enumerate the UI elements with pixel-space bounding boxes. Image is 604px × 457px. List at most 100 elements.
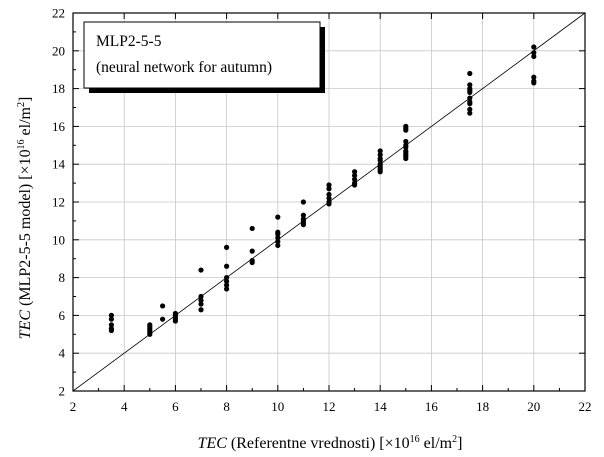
data-point bbox=[467, 110, 473, 116]
data-point bbox=[326, 182, 332, 188]
data-point bbox=[249, 259, 255, 266]
data-point bbox=[198, 301, 204, 307]
legend-title: MLP2-5-5 bbox=[96, 33, 162, 50]
y-tick-label: 18 bbox=[52, 81, 65, 96]
y-axis-title-italic: TEC bbox=[17, 310, 34, 340]
x-tick-label: 8 bbox=[223, 399, 230, 414]
y-axis-title-text2: el/m bbox=[17, 106, 34, 139]
y-tick-label: 14 bbox=[52, 157, 66, 172]
legend-box bbox=[83, 21, 321, 89]
y-tick-label: 8 bbox=[59, 270, 66, 285]
data-point bbox=[300, 199, 306, 205]
y-tick-label: 12 bbox=[52, 195, 65, 210]
y-axis-title-sup2: 2 bbox=[16, 102, 27, 107]
x-tick-label: 14 bbox=[374, 399, 388, 414]
data-point bbox=[326, 195, 332, 201]
data-point bbox=[531, 80, 537, 86]
data-point bbox=[352, 176, 358, 182]
data-point bbox=[377, 157, 383, 164]
data-point bbox=[224, 286, 230, 292]
data-point bbox=[377, 169, 383, 175]
data-point bbox=[108, 312, 114, 318]
y-tick-label: 20 bbox=[52, 43, 65, 58]
y-tick-label: 2 bbox=[59, 384, 66, 399]
x-axis-title-text: (Referentne vrednosti) [×10 bbox=[227, 435, 410, 452]
data-point bbox=[300, 222, 306, 228]
data-point bbox=[198, 307, 204, 313]
data-point bbox=[531, 53, 537, 60]
x-tick-labels: 2 4 6 8 10 12 14 16 18 20 22 bbox=[70, 399, 592, 414]
legend-subtitle: (neural network for autumn) bbox=[96, 59, 272, 76]
data-point bbox=[403, 144, 409, 150]
y-tick-label: 6 bbox=[59, 308, 66, 323]
x-axis-title-text3: ] bbox=[457, 435, 462, 452]
x-tick-label: 20 bbox=[527, 399, 540, 414]
data-point bbox=[403, 138, 409, 145]
y-tick-label: 22 bbox=[52, 6, 65, 21]
y-axis-title-text: (MLP2-5-5 model) [×10 bbox=[17, 149, 34, 310]
data-point bbox=[467, 82, 473, 88]
data-point bbox=[531, 44, 537, 50]
data-point bbox=[249, 248, 255, 254]
data-point bbox=[224, 244, 230, 250]
data-point bbox=[300, 212, 306, 218]
data-point bbox=[224, 275, 230, 281]
x-axis-title-sup2: 2 bbox=[452, 434, 457, 445]
y-axis-title-text3: ] bbox=[17, 97, 34, 102]
legend: MLP2-5-5 (neural network for autumn) bbox=[83, 21, 325, 93]
data-point bbox=[326, 186, 332, 192]
data-point bbox=[147, 331, 153, 337]
data-point bbox=[249, 225, 255, 232]
data-point bbox=[275, 235, 281, 241]
data-point bbox=[224, 278, 230, 284]
data-point bbox=[377, 148, 383, 154]
data-point bbox=[275, 214, 281, 220]
data-point bbox=[108, 316, 114, 322]
data-point bbox=[224, 263, 230, 269]
x-tick-label: 16 bbox=[425, 399, 439, 414]
data-point bbox=[108, 327, 114, 334]
axis-ticks bbox=[72, 12, 586, 392]
data-point bbox=[467, 95, 473, 101]
y-tick-label: 16 bbox=[52, 119, 66, 134]
data-point bbox=[531, 50, 537, 56]
x-tick-label: 2 bbox=[70, 399, 77, 414]
x-tick-label: 6 bbox=[172, 399, 179, 414]
data-point bbox=[198, 267, 204, 273]
x-tick-label: 10 bbox=[271, 399, 284, 414]
data-point bbox=[224, 282, 230, 288]
data-point bbox=[275, 242, 281, 249]
data-point bbox=[160, 303, 166, 309]
data-point bbox=[326, 201, 332, 207]
data-point bbox=[531, 74, 537, 80]
x-tick-label: 4 bbox=[121, 399, 128, 414]
x-axis-title-italic: TEC bbox=[198, 435, 228, 452]
x-tick-label: 18 bbox=[476, 399, 489, 414]
y-axis-title: TEC (MLP2-5-5 model) [×1016 el/m2] bbox=[16, 97, 34, 340]
data-point bbox=[467, 70, 473, 77]
y-tick-label: 10 bbox=[52, 232, 65, 247]
x-axis-title: TEC (Referentne vrednosti) [×1016 el/m2] bbox=[198, 434, 463, 452]
data-point bbox=[326, 191, 332, 198]
data-point bbox=[198, 297, 204, 303]
y-tick-label: 4 bbox=[59, 346, 66, 361]
x-tick-label: 22 bbox=[579, 399, 592, 414]
data-point bbox=[160, 316, 166, 322]
data-point bbox=[198, 293, 204, 300]
data-point bbox=[275, 239, 281, 245]
data-point bbox=[172, 318, 178, 324]
data-point bbox=[352, 172, 358, 179]
data-point bbox=[467, 106, 473, 112]
data-point bbox=[467, 101, 473, 107]
y-axis-title-sup1: 16 bbox=[16, 139, 27, 149]
x-axis-title-sup1: 16 bbox=[410, 434, 420, 445]
x-axis-title-text2: el/m bbox=[420, 435, 453, 452]
data-point bbox=[352, 182, 358, 188]
y-tick-labels: 2 4 6 8 10 12 14 16 18 20 22 bbox=[52, 6, 66, 399]
data-point bbox=[377, 152, 383, 158]
x-tick-label: 12 bbox=[323, 399, 336, 414]
data-point bbox=[467, 89, 473, 95]
data-point bbox=[352, 169, 358, 175]
data-points bbox=[108, 44, 537, 337]
